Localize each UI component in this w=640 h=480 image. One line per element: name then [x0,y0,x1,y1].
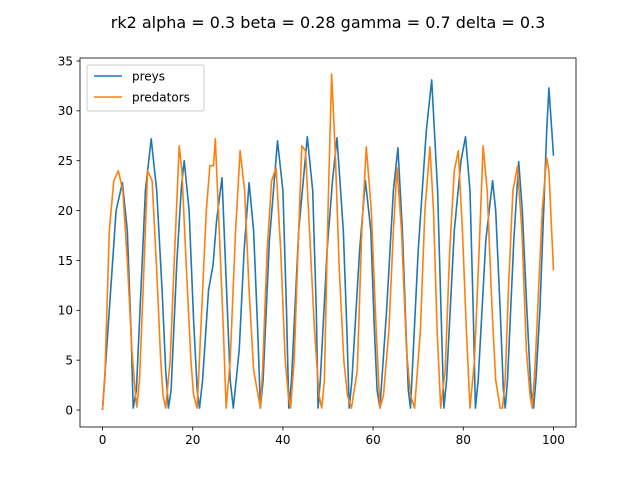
legend-label-predators: predators [132,91,190,105]
plot-area [101,73,555,411]
y-tick-label: 30 [58,104,73,118]
x-tick-label: 60 [365,433,380,447]
x-tick-label: 20 [185,433,200,447]
y-tick-label: 25 [58,154,73,168]
legend-label-preys: preys [132,70,165,84]
y-tick-label: 5 [65,353,73,367]
y-tick-label: 15 [58,254,73,268]
y-tick-label: 20 [58,204,73,218]
x-tick-label: 80 [456,433,471,447]
axes: 0 20 40 60 80 100 0 5 10 15 20 25 30 35 [58,54,577,447]
plot-frame [79,57,577,428]
legend: preys predators [86,64,205,112]
x-tick-label: 100 [542,433,565,447]
series-line-predators [101,73,555,411]
chart-title: rk2 alpha = 0.3 beta = 0.28 gamma = 0.7 … [111,13,546,32]
y-tick-label: 10 [58,304,73,318]
y-tick-label: 0 [65,403,73,417]
y-tick-label: 35 [58,54,73,68]
series-line-preys [101,79,555,411]
x-tick-label: 0 [99,433,107,447]
x-tick-label: 40 [275,433,290,447]
